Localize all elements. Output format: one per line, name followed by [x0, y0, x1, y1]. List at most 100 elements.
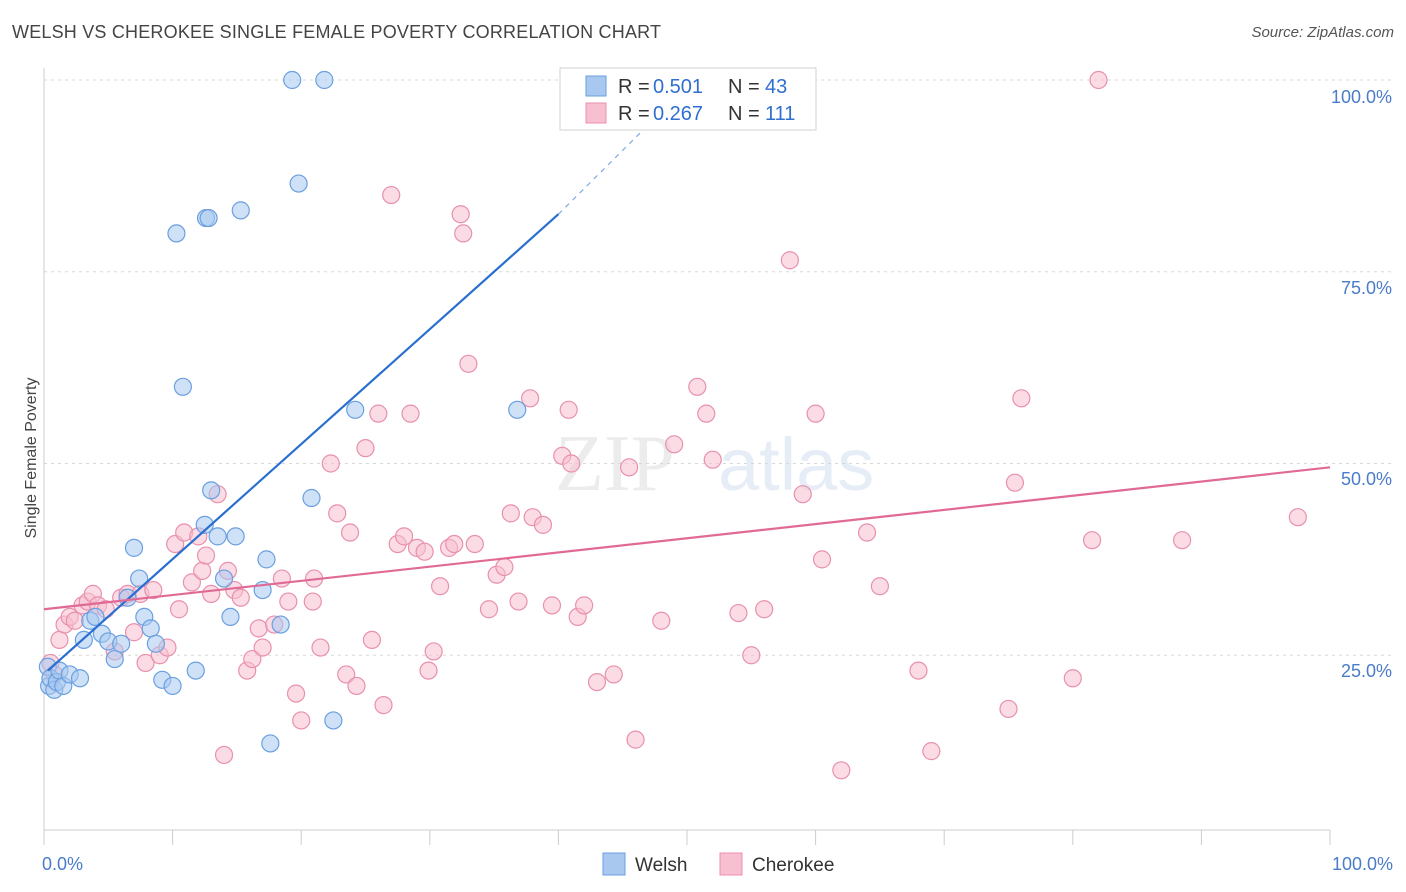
- welsh-point: [124, 538, 144, 557]
- welsh-point: [289, 174, 308, 193]
- cherokee-point: [50, 630, 69, 650]
- cherokee-point: [1063, 669, 1082, 688]
- bottom-legend-welsh-swatch: [602, 852, 626, 876]
- welsh-point: [86, 607, 105, 627]
- y-tick-label-100: 100.0%: [1331, 87, 1392, 107]
- cherokee-point: [369, 404, 388, 423]
- welsh-point: [221, 607, 240, 627]
- cherokee-point: [626, 730, 645, 749]
- cherokee-point: [182, 573, 201, 592]
- cherokee-point: [286, 684, 306, 703]
- cherokee-point: [780, 251, 799, 270]
- welsh-point: [257, 550, 276, 569]
- cherokee-point: [279, 592, 298, 611]
- legend-welsh-n-label: N =: [728, 76, 760, 98]
- welsh-point: [508, 400, 527, 419]
- cherokee-point: [454, 224, 473, 243]
- cherokee-point: [243, 649, 262, 669]
- cherokee-point: [465, 534, 484, 554]
- chart-title: WELSH VS CHEROKEE SINGLE FEMALE POVERTY …: [12, 22, 662, 42]
- cherokee-point: [742, 646, 761, 665]
- welsh-point: [283, 70, 302, 90]
- y-axis-label: Single Female Poverty: [23, 378, 40, 539]
- welsh-point: [315, 70, 334, 90]
- cherokee-point: [451, 205, 470, 224]
- cherokee-point: [445, 534, 464, 554]
- source-label: Source: ZipAtlas.com: [1251, 24, 1394, 41]
- cherokee-point: [703, 450, 722, 469]
- legend-cherokee-r-value: 0.267: [653, 103, 703, 125]
- cherokee-point: [253, 638, 272, 657]
- cherokee-point: [292, 711, 311, 730]
- welsh-point: [261, 734, 280, 753]
- cherokee-point: [374, 696, 393, 715]
- cherokee-point: [1173, 531, 1192, 550]
- cherokee-point: [501, 504, 520, 523]
- watermark: ZIP atlas: [555, 420, 874, 508]
- cherokee-point: [1288, 508, 1307, 527]
- welsh-trend-line: [47, 213, 560, 672]
- cherokee-point: [604, 665, 623, 684]
- welsh-point: [346, 400, 365, 419]
- cherokee-point: [311, 638, 330, 657]
- welsh-point: [208, 527, 227, 546]
- legend-welsh-n-value: 43: [765, 76, 787, 98]
- welsh-point: [202, 481, 221, 500]
- cherokee-trend-line: [43, 466, 1331, 611]
- cherokee-point: [870, 577, 890, 596]
- cherokee-point: [382, 185, 401, 205]
- cherokee-point: [812, 550, 832, 569]
- cherokee-point: [459, 354, 478, 373]
- welsh-point: [302, 488, 321, 508]
- cherokee-point: [303, 592, 322, 611]
- cherokee-point: [562, 454, 581, 473]
- cherokee-point: [909, 661, 928, 680]
- y-tick-labels: 25.0% 50.0% 75.0% 100.0%: [1331, 87, 1392, 681]
- cherokee-point: [479, 600, 499, 619]
- cherokee-point: [1012, 389, 1031, 408]
- cherokee-point: [202, 584, 221, 603]
- cherokee-point: [401, 404, 420, 423]
- legend-cherokee-swatch: [585, 102, 607, 124]
- cherokee-point: [430, 577, 450, 596]
- welsh-point: [112, 634, 131, 653]
- welsh-point: [226, 527, 245, 546]
- welsh-point: [214, 569, 234, 588]
- legend-cherokee-r-label: R =: [618, 103, 650, 125]
- cherokee-point: [832, 761, 851, 780]
- cherokee-point: [347, 676, 366, 696]
- cherokee-point: [587, 672, 607, 692]
- cherokee-point: [542, 596, 562, 615]
- cherokee-point: [793, 485, 812, 504]
- cherokee-point: [729, 603, 748, 623]
- cherokee-point: [521, 389, 540, 408]
- cherokee-point: [196, 546, 216, 565]
- welsh-point: [195, 515, 214, 534]
- cherokee-point: [755, 600, 774, 619]
- bottom-legend-cherokee-swatch: [719, 852, 743, 876]
- cherokee-point: [362, 630, 382, 650]
- cherokee-point: [559, 400, 578, 419]
- welsh-points: [38, 70, 527, 753]
- cherokee-point: [1082, 531, 1102, 550]
- welsh-point: [167, 224, 186, 243]
- cherokee-point: [321, 454, 340, 473]
- cherokee-point: [533, 515, 553, 534]
- bottom-legend: Welsh Cherokee: [602, 852, 834, 876]
- welsh-point: [199, 208, 218, 228]
- cherokee-point: [922, 742, 941, 761]
- welsh-point: [146, 634, 165, 653]
- welsh-point: [105, 649, 124, 669]
- cherokee-point: [328, 504, 347, 523]
- welsh-point: [231, 201, 250, 220]
- welsh-point: [70, 669, 90, 688]
- axes: [43, 68, 1331, 845]
- cherokee-point: [249, 619, 268, 638]
- cherokee-point: [688, 377, 707, 396]
- welsh-point: [186, 661, 205, 680]
- cherokee-point: [65, 611, 84, 630]
- legend-welsh-swatch: [585, 75, 607, 97]
- welsh-point: [173, 377, 192, 396]
- legend-welsh-r-label: R =: [618, 76, 650, 98]
- cherokee-point: [509, 592, 528, 611]
